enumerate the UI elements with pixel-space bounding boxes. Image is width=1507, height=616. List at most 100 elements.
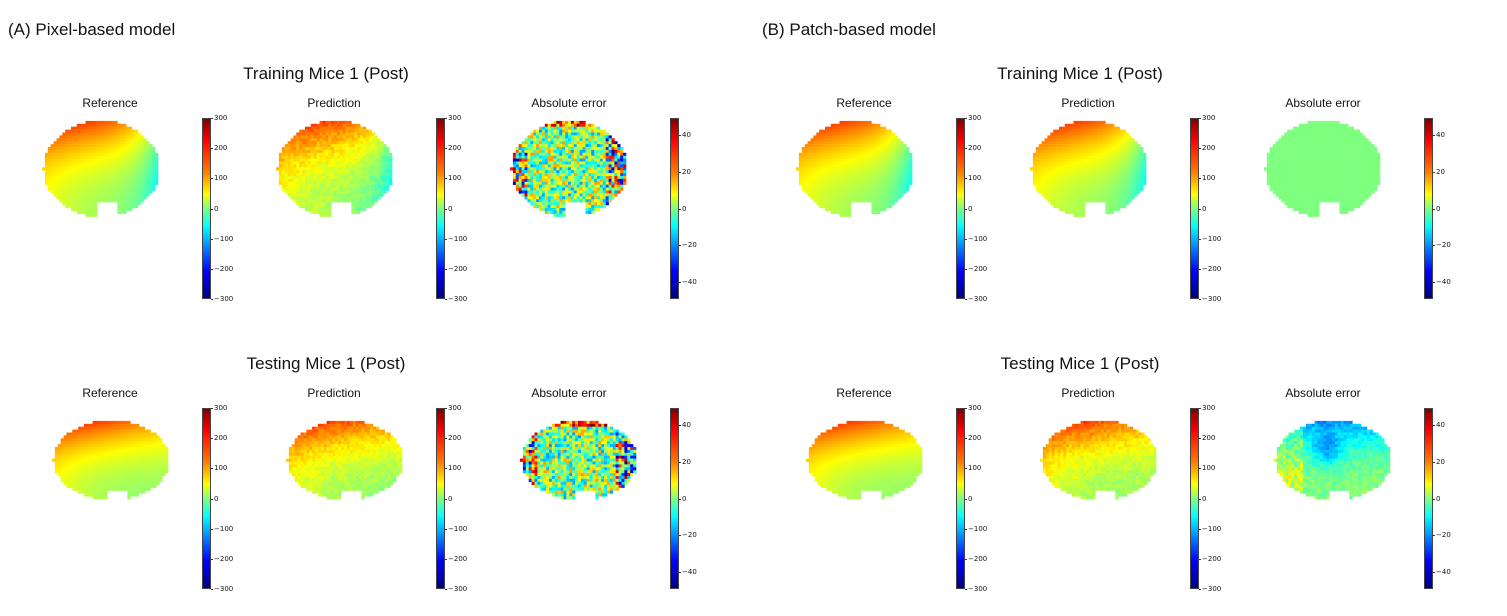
heatmap-cell bbox=[108, 132, 112, 136]
heatmap-cell bbox=[315, 429, 319, 433]
heatmap-cell bbox=[576, 190, 580, 194]
heatmap-cell bbox=[137, 196, 141, 200]
heatmap-cell bbox=[150, 481, 154, 485]
heatmap-cell bbox=[126, 161, 130, 165]
heatmap-cell bbox=[299, 164, 303, 168]
heatmap-cell bbox=[597, 158, 601, 162]
heatmap-cell bbox=[284, 158, 288, 162]
heatmap-cell bbox=[66, 452, 70, 456]
heatmap-cell bbox=[59, 176, 63, 180]
heatmap-cell bbox=[60, 478, 64, 483]
heatmap-cell bbox=[60, 441, 64, 445]
heatmap-cell bbox=[393, 464, 397, 468]
heatmap-cell bbox=[129, 164, 133, 168]
heatmap-cell bbox=[107, 478, 111, 483]
heatmap-cell bbox=[569, 435, 573, 439]
heatmap-cell bbox=[71, 161, 75, 165]
heatmap-cell bbox=[110, 473, 114, 477]
heatmap-cell bbox=[72, 429, 76, 433]
heatmap-cell bbox=[602, 149, 606, 154]
heatmap-cell bbox=[393, 476, 397, 480]
heatmap-cell bbox=[316, 190, 320, 194]
heatmap-cell bbox=[47, 161, 51, 165]
heatmap-cell bbox=[342, 193, 346, 197]
heatmap-cell bbox=[121, 470, 125, 474]
heatmap-cell bbox=[588, 196, 592, 200]
heatmap-cell bbox=[133, 461, 137, 465]
heatmap-cell bbox=[319, 202, 323, 206]
heatmap-cell bbox=[94, 149, 98, 154]
heatmap-cell bbox=[562, 155, 566, 159]
heatmap-cell bbox=[137, 155, 141, 159]
heatmap-cell bbox=[339, 141, 343, 145]
heatmap-cell bbox=[360, 173, 364, 177]
heatmap-cell bbox=[373, 464, 377, 468]
heatmap-cell bbox=[303, 476, 307, 480]
heatmap-cell bbox=[112, 452, 117, 456]
heatmap-cell bbox=[147, 441, 151, 445]
heatmap-cell bbox=[86, 487, 90, 491]
heatmap-cell bbox=[65, 205, 69, 209]
heatmap-cell bbox=[94, 184, 98, 188]
heatmap-cell bbox=[78, 449, 82, 454]
heatmap-cell bbox=[309, 447, 313, 451]
heatmap-cell bbox=[284, 152, 288, 156]
heatmap-cell bbox=[322, 138, 326, 142]
heatmap-cell bbox=[101, 481, 105, 485]
heatmap-cell bbox=[108, 161, 112, 165]
heatmap-cell bbox=[579, 178, 583, 183]
heatmap-cell bbox=[322, 202, 326, 206]
heatmap-cell bbox=[605, 181, 609, 185]
heatmap-cell bbox=[338, 496, 342, 500]
heatmap-cell bbox=[47, 187, 51, 191]
heatmap-cell bbox=[129, 199, 133, 203]
heatmap-cell bbox=[543, 444, 547, 448]
heatmap-cell bbox=[56, 181, 60, 185]
heatmap-cell bbox=[357, 187, 361, 191]
heatmap-cell bbox=[75, 438, 79, 442]
heatmap-cell bbox=[120, 178, 124, 183]
heatmap-cell bbox=[399, 470, 403, 474]
heatmap-cell bbox=[597, 126, 601, 130]
heatmap-cell bbox=[588, 126, 592, 130]
heatmap-cell bbox=[126, 158, 130, 162]
heatmap-cell bbox=[326, 490, 330, 494]
heatmap-cell bbox=[568, 164, 572, 168]
heatmap-cell bbox=[598, 444, 602, 448]
heatmap-cell bbox=[605, 199, 609, 203]
heatmap-cell bbox=[583, 432, 587, 436]
heatmap-cell bbox=[68, 135, 72, 139]
heatmap-cell bbox=[599, 129, 604, 133]
heatmap-cell bbox=[611, 167, 615, 171]
heatmap-cell bbox=[115, 484, 119, 488]
heatmap-cell bbox=[107, 441, 111, 445]
heatmap-cell bbox=[140, 155, 144, 159]
heatmap-cell bbox=[82, 161, 86, 165]
heatmap-cell bbox=[549, 447, 553, 451]
heatmap-cell bbox=[115, 461, 119, 465]
heatmap-cell bbox=[120, 158, 124, 162]
heatmap-cell bbox=[344, 426, 348, 430]
heatmap-cell bbox=[566, 429, 570, 433]
heatmap-cell bbox=[588, 178, 592, 183]
heatmap-cell bbox=[528, 438, 532, 442]
heatmap-cell bbox=[47, 170, 51, 174]
heatmap-cell bbox=[83, 447, 88, 451]
heatmap-cell bbox=[290, 181, 294, 185]
heatmap-cell bbox=[326, 458, 330, 462]
heatmap-cell bbox=[537, 438, 541, 442]
panel-label: (A) Pixel-based model bbox=[8, 20, 176, 39]
heatmap-cell bbox=[53, 164, 57, 168]
heatmap-cell bbox=[155, 181, 159, 185]
heatmap-cell bbox=[124, 458, 128, 462]
heatmap-cell bbox=[334, 190, 338, 194]
heatmap-cell bbox=[307, 205, 312, 209]
heatmap-cell bbox=[332, 447, 336, 451]
heatmap-cell bbox=[316, 138, 320, 142]
heatmap-cell bbox=[313, 205, 317, 209]
heatmap-cell bbox=[85, 149, 89, 154]
heatmap-cell bbox=[92, 429, 96, 433]
heatmap-cell bbox=[105, 199, 109, 203]
heatmap-cell bbox=[536, 187, 540, 191]
heatmap-cell bbox=[323, 444, 327, 448]
